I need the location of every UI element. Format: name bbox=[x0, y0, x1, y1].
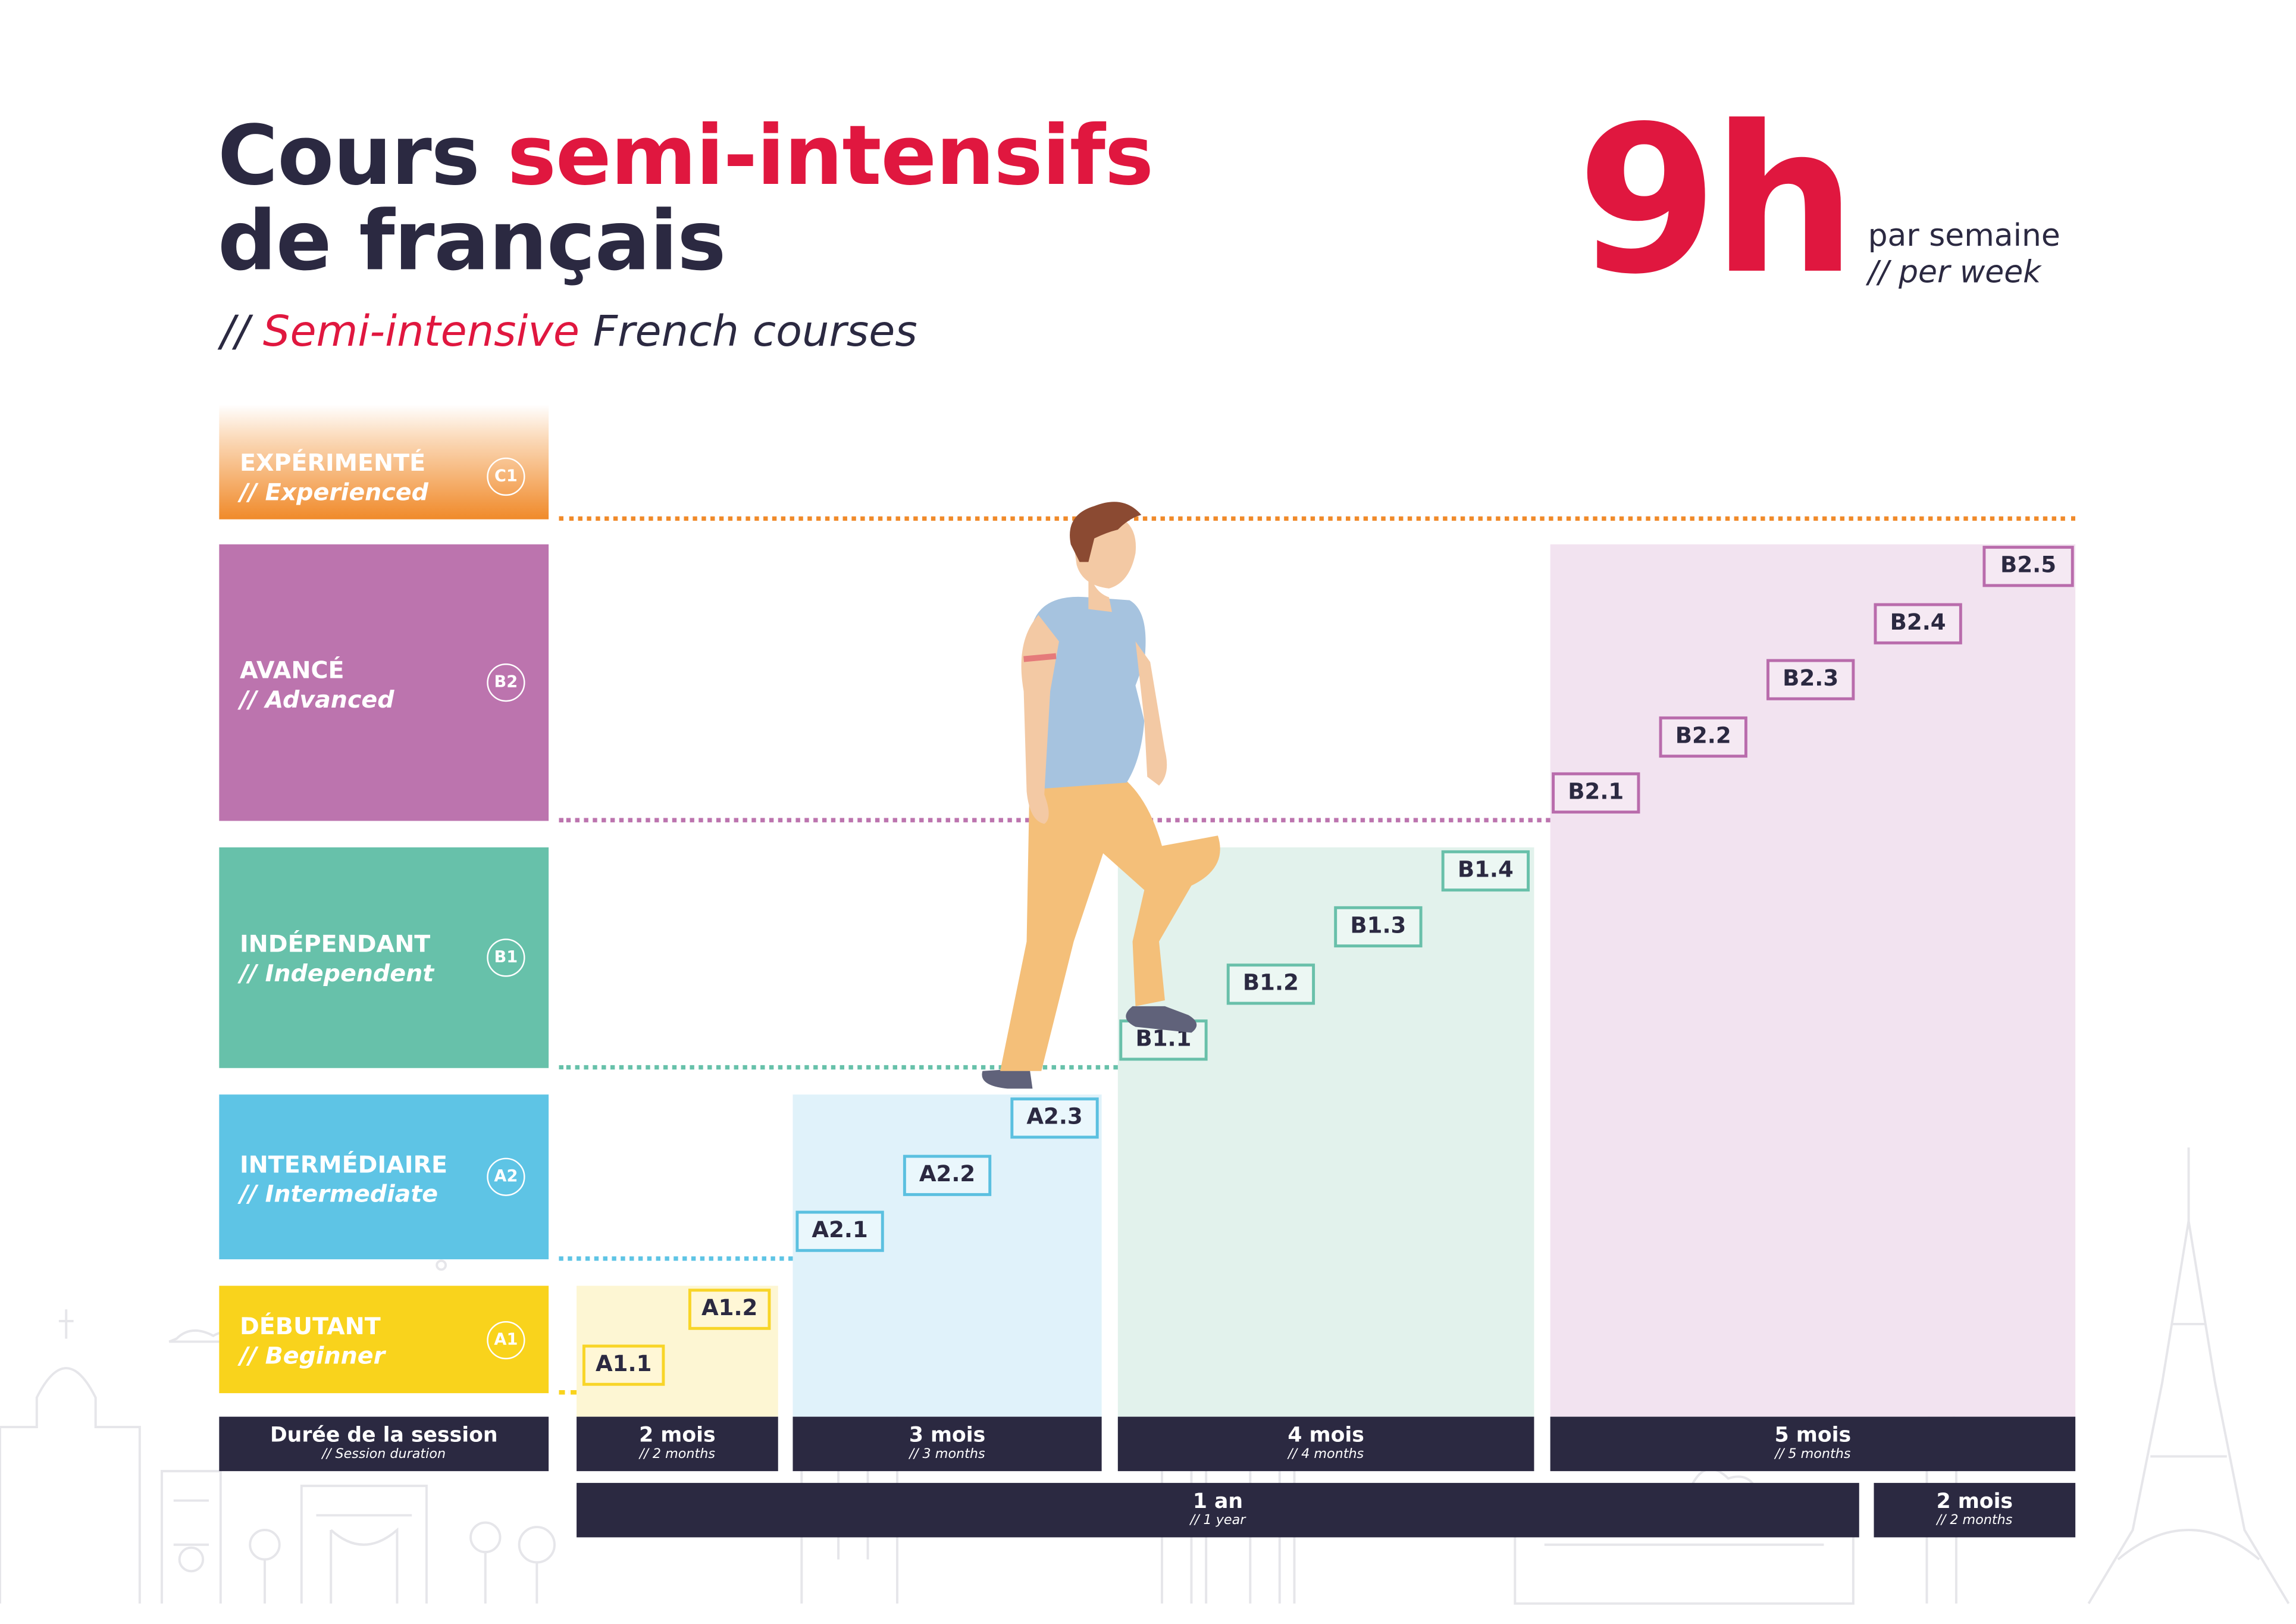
duration-b2-en: // 5 months bbox=[1775, 1447, 1851, 1463]
subtitle-prefix: // bbox=[220, 306, 263, 356]
title-highlight: semi-intensifs bbox=[507, 108, 1154, 205]
duration-a1-fr: 2 mois bbox=[639, 1424, 716, 1448]
session-duration-header: Durée de la session // Session duration bbox=[219, 1416, 549, 1472]
duration-a1-en: // 2 months bbox=[639, 1447, 715, 1463]
level-a1-en: // Beginner bbox=[239, 1341, 386, 1370]
step-b2-5: B2.5 bbox=[1982, 546, 2074, 587]
step-a1-2: A1.2 bbox=[688, 1288, 771, 1330]
a2-column bbox=[793, 1094, 1102, 1417]
duration-b1-fr: 4 mois bbox=[1288, 1424, 1364, 1448]
step-b2-3: B2.3 bbox=[1766, 659, 1855, 700]
step-b1-2: B1.2 bbox=[1226, 963, 1315, 1005]
level-b2: AVANCÉ // Advanced B2 bbox=[219, 544, 549, 821]
level-c1: EXPÉRIMENTÉ // Experienced C1 bbox=[219, 404, 549, 520]
session-duration-en: // Session duration bbox=[322, 1447, 446, 1463]
duration-b1: 4 mois // 4 months bbox=[1117, 1416, 1534, 1472]
step-b2-1: B2.1 bbox=[1552, 772, 1640, 814]
a2-guide-line bbox=[559, 1256, 793, 1261]
level-c1-code: C1 bbox=[487, 457, 525, 496]
level-c1-fr: EXPÉRIMENTÉ bbox=[239, 448, 426, 477]
level-a2-code: A2 bbox=[487, 1157, 525, 1196]
level-b1-fr: INDÉPENDANT bbox=[239, 930, 431, 958]
level-a2-fr: INTERMÉDIAIRE bbox=[239, 1150, 447, 1179]
level-b1: INDÉPENDANT // Independent B1 bbox=[219, 847, 549, 1068]
per-week-en: // per week bbox=[1868, 254, 2041, 290]
step-a2-3: A2.3 bbox=[1010, 1097, 1099, 1139]
per-week-fr: par semaine bbox=[1868, 217, 2060, 254]
level-b2-code: B2 bbox=[487, 663, 525, 702]
duration-year-en: // 1 year bbox=[1190, 1513, 1246, 1529]
page-title: Cours semi-intensifs de français bbox=[218, 114, 1154, 286]
b1-guide-line bbox=[559, 1065, 1118, 1070]
step-b2-2: B2.2 bbox=[1659, 716, 1747, 758]
level-b1-code: B1 bbox=[487, 938, 525, 977]
level-a2-en: // Intermediate bbox=[239, 1179, 438, 1208]
duration-a2-fr: 3 mois bbox=[909, 1424, 986, 1448]
a1-guide-line bbox=[559, 1390, 577, 1395]
subtitle-rest: French courses bbox=[580, 306, 917, 356]
title-line2: de français bbox=[217, 194, 726, 290]
duration-a2: 3 mois // 3 months bbox=[793, 1416, 1102, 1472]
duration-a2-en: // 3 months bbox=[909, 1447, 985, 1463]
b1-column bbox=[1117, 847, 1534, 1417]
duration-extra-fr: 2 mois bbox=[1936, 1490, 2013, 1514]
step-b2-4: B2.4 bbox=[1874, 603, 1962, 644]
step-a2-1: A2.1 bbox=[795, 1210, 884, 1252]
step-a1-1: A1.1 bbox=[582, 1344, 665, 1386]
level-a1-code: A1 bbox=[487, 1321, 525, 1360]
level-b2-fr: AVANCÉ bbox=[239, 656, 344, 684]
duration-b1-en: // 4 months bbox=[1288, 1447, 1364, 1463]
c1-guide-line bbox=[559, 516, 2076, 521]
climbing-person-illustration bbox=[982, 502, 1220, 1089]
level-a2: INTERMÉDIAIRE // Intermediate A2 bbox=[219, 1094, 549, 1260]
step-b1-3: B1.3 bbox=[1334, 906, 1423, 948]
level-a1: DÉBUTANT // Beginner A1 bbox=[219, 1285, 549, 1394]
page-subtitle: // Semi-intensive French courses bbox=[221, 306, 917, 356]
level-b2-en: // Advanced bbox=[239, 686, 394, 714]
duration-one-year: 1 an // 1 year bbox=[577, 1482, 1859, 1538]
duration-extra-en: // 2 months bbox=[1937, 1513, 2013, 1529]
duration-a1: 2 mois // 2 months bbox=[577, 1416, 778, 1472]
duration-extra: 2 mois // 2 months bbox=[1874, 1482, 2076, 1538]
step-b1-4: B1.4 bbox=[1441, 850, 1530, 892]
level-c1-en: // Experienced bbox=[239, 478, 428, 506]
level-a1-fr: DÉBUTANT bbox=[239, 1312, 381, 1341]
step-a2-2: A2.2 bbox=[903, 1154, 992, 1196]
subtitle-highlight: Semi-intensive bbox=[262, 306, 580, 356]
duration-b2: 5 mois // 5 months bbox=[1550, 1416, 2076, 1472]
session-duration-fr: Durée de la session bbox=[270, 1424, 498, 1448]
hours-per-week: 9h bbox=[1577, 82, 1856, 320]
duration-year-fr: 1 an bbox=[1192, 1490, 1243, 1514]
title-part1: Cours bbox=[217, 108, 508, 205]
duration-b2-fr: 5 mois bbox=[1774, 1424, 1852, 1448]
level-b1-en: // Independent bbox=[239, 959, 434, 987]
